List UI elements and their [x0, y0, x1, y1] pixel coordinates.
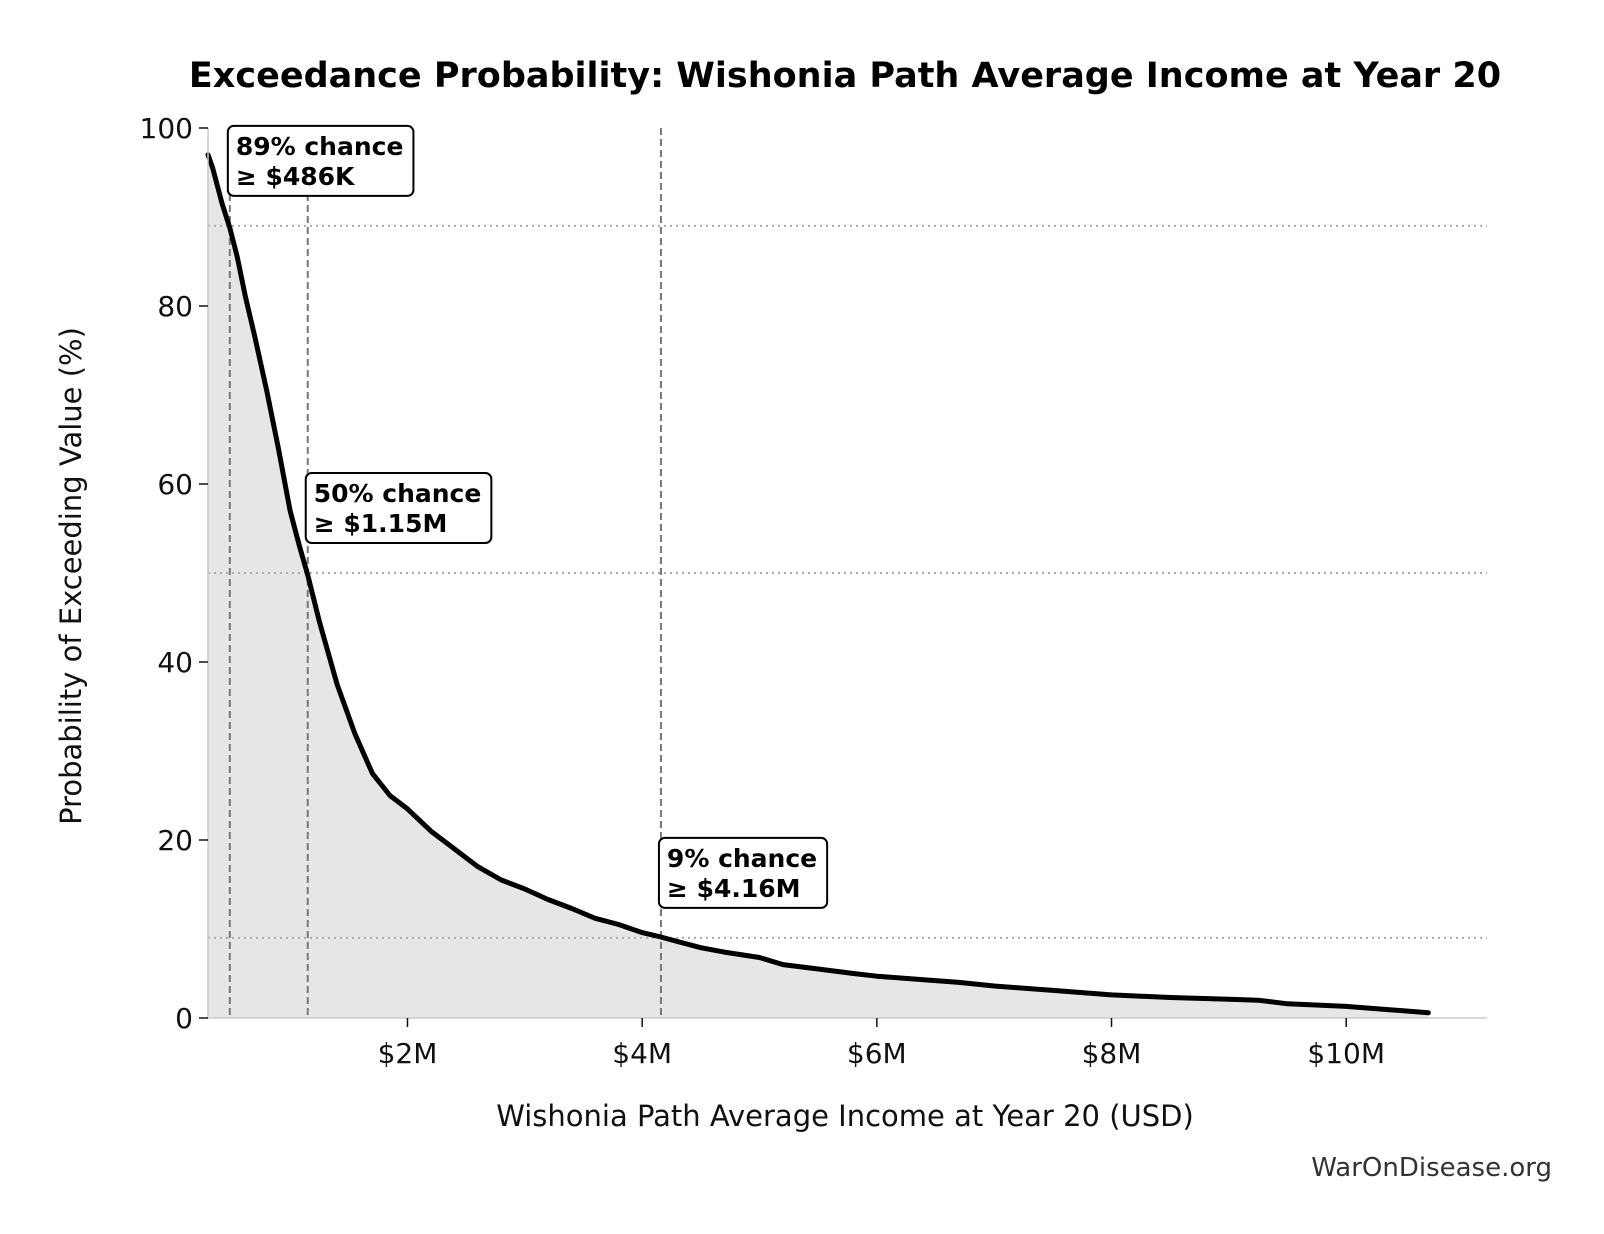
y-tick-label: 0: [175, 1002, 193, 1035]
chart-title: Exceedance Probability: Wishonia Path Av…: [189, 56, 1501, 96]
exceedance-area-fill: [208, 154, 1429, 1018]
annotation-line1: 9% chance: [667, 844, 817, 873]
y-axis-label: Probability of Exceeding Value (%): [54, 327, 88, 825]
annotation-box-1: 50% chance≥ $1.15M: [304, 472, 493, 544]
annotation-line2: ≥ $1.15M: [314, 509, 448, 538]
annotations: 89% chance≥ $486K 50% chance≥ $1.15M 9% ch…: [226, 124, 829, 909]
annotation-box-0: 89% chance≥ $486K: [226, 124, 415, 197]
x-tick-label: $4M: [612, 1037, 672, 1070]
x-tick-label: $6M: [847, 1037, 907, 1070]
annotation-box-2: 9% chance≥ $4.16M: [657, 836, 829, 909]
annotation-line2: ≥ $4.16M: [667, 874, 801, 903]
annotation-frame: [226, 124, 415, 197]
annotation-frame: [657, 836, 829, 909]
x-tick-label: $10M: [1307, 1037, 1385, 1070]
plot-area: 0 20 40 60 80 100 $2M $4M $6M $8M $10M 89% chance…: [140, 112, 1487, 1070]
y-tick-label: 40: [157, 646, 193, 679]
watermark: WarOnDisease.org: [1311, 1153, 1552, 1183]
y-tick-label: 80: [157, 290, 193, 323]
annotation-line2: ≥ $486K: [236, 162, 356, 191]
y-axis-ticks: 0 20 40 60 80 100: [140, 112, 208, 1035]
x-tick-label: $2M: [378, 1037, 438, 1070]
x-axis-label: Wishonia Path Average Income at Year 20 …: [496, 1099, 1194, 1133]
y-tick-label: 100: [140, 112, 193, 145]
annotation-line1: 50% chance: [314, 479, 482, 508]
y-tick-label: 60: [157, 468, 193, 501]
annotation-frame: [304, 472, 493, 544]
exceedance-curve: [205, 152, 1431, 1016]
x-tick-label: $8M: [1082, 1037, 1142, 1070]
annotation-line1: 89% chance: [236, 132, 404, 161]
x-axis-ticks: $2M $4M $6M $8M $10M: [378, 1018, 1385, 1070]
y-tick-label: 20: [157, 824, 193, 857]
